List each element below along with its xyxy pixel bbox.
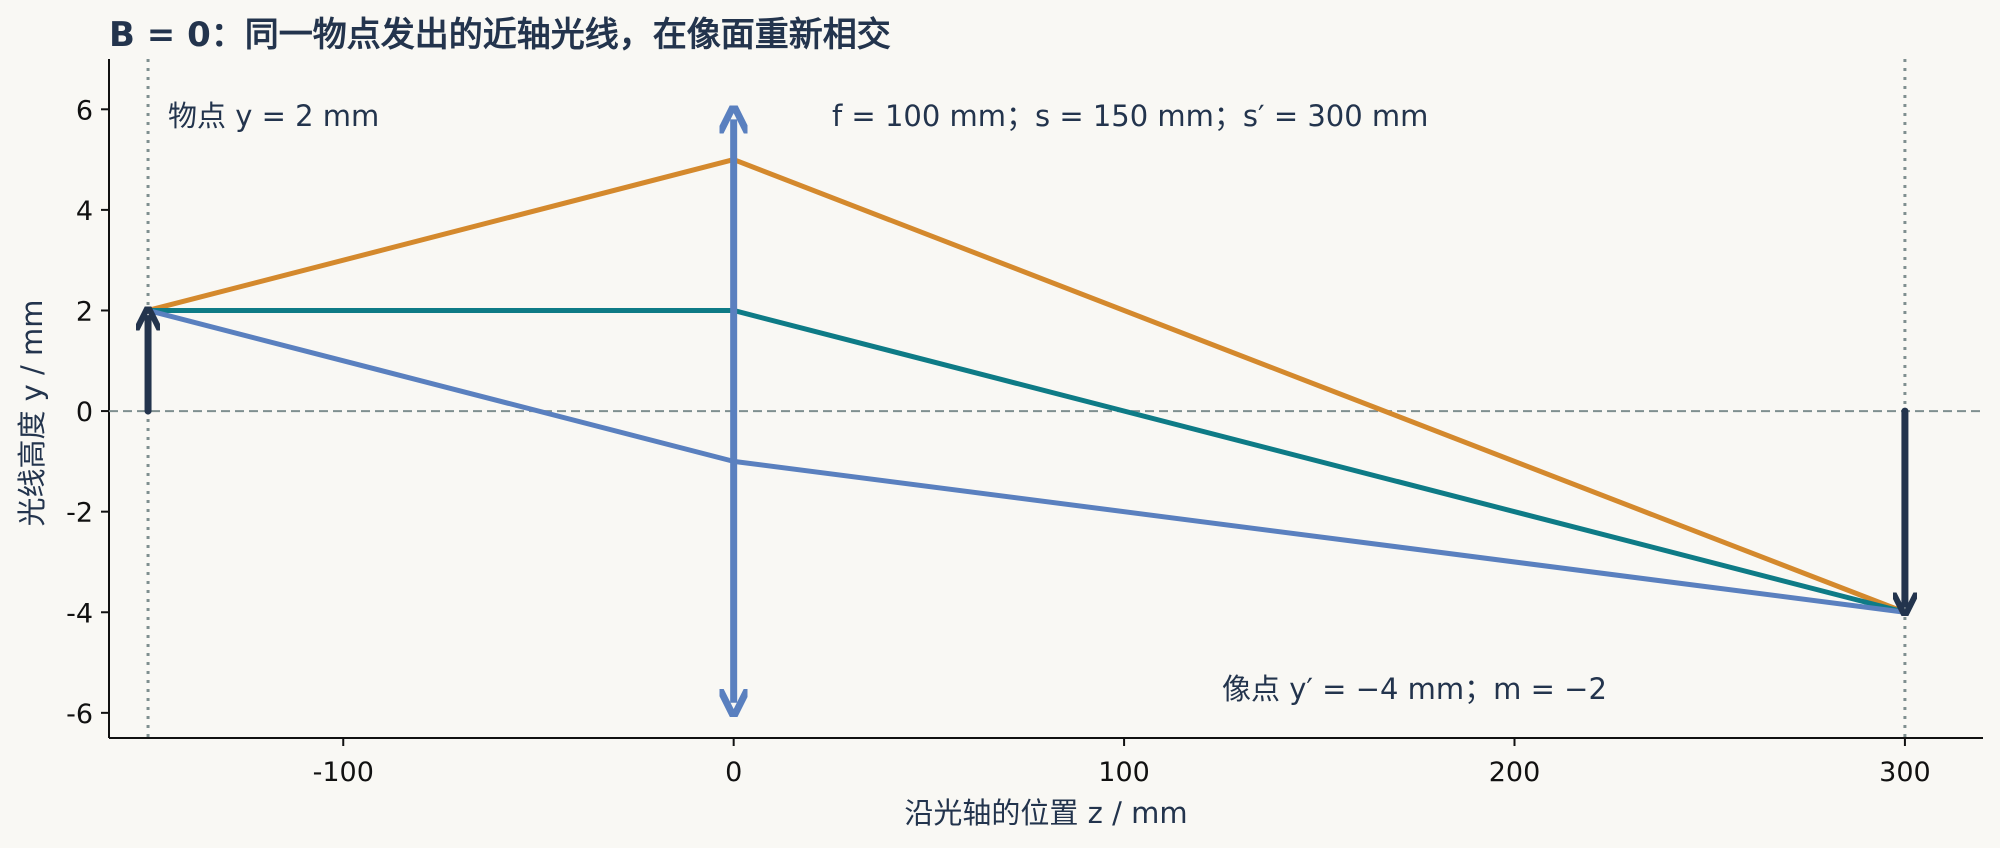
x-tick-label: 300 (1879, 757, 1931, 788)
chart-title: B = 0：同一物点发出的近轴光线，在像面重新相交 (109, 15, 891, 55)
y-tick-label: 0 (76, 397, 93, 428)
x-axis-label: 沿光轴的位置 z / mm (904, 796, 1187, 830)
y-axis-label: 光线高度 y / mm (15, 299, 49, 526)
y-tick-label: 4 (76, 196, 93, 227)
y-tick-label: -4 (66, 598, 93, 629)
y-tick-label: 2 (76, 296, 93, 327)
image-annotation: 像点 y′ = −4 mm；m = −2 (1222, 672, 1607, 706)
y-tick-label: 6 (76, 95, 93, 126)
ray-line-3 (145, 307, 1908, 615)
x-tick-label: 200 (1489, 757, 1541, 788)
x-tick-label: 100 (1098, 757, 1150, 788)
x-tick-label: -100 (313, 757, 374, 788)
x-tick-label: 0 (725, 757, 742, 788)
object-annotation: 物点 y = 2 mm (168, 99, 379, 133)
ray-line-2 (145, 307, 1908, 615)
params-annotation: f = 100 mm；s = 150 mm；s′ = 300 mm (832, 99, 1428, 133)
y-tick-label: -6 (66, 699, 93, 730)
y-tick-label: -2 (66, 498, 93, 529)
